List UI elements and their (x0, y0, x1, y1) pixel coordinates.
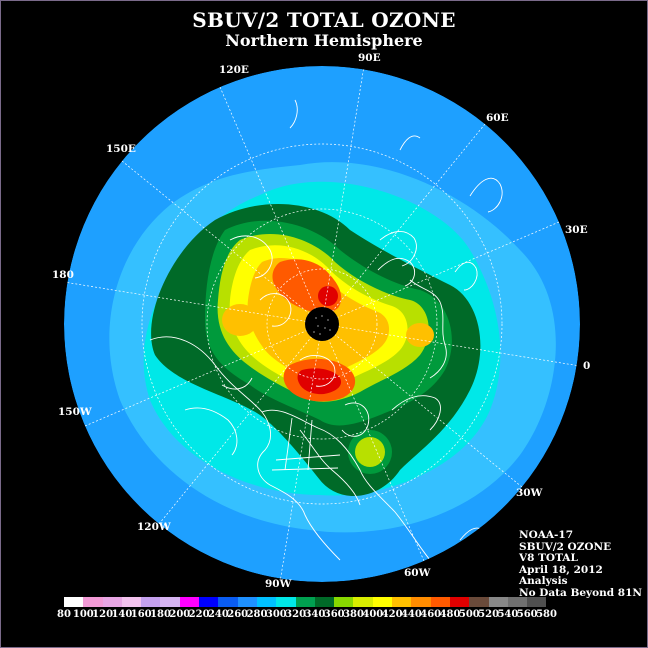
legend-swatch (449, 597, 470, 607)
color-legend (64, 597, 547, 607)
legend-tick-label: 380 (343, 609, 364, 620)
ozone-band-480 (297, 368, 342, 395)
legend-swatch (372, 597, 393, 607)
legend-swatch (411, 597, 431, 607)
legend-swatch (256, 597, 277, 607)
legend-tick-label: 180 (150, 609, 171, 620)
legend-swatch (83, 597, 103, 607)
legend-swatch (527, 597, 547, 607)
lon-label-120e: 120E (219, 64, 249, 76)
legend-swatch (218, 597, 238, 607)
legend-tick-label: 200 (169, 609, 191, 620)
legend-tick-label: 240 (207, 609, 229, 620)
legend-tick-label: 440 (400, 609, 422, 620)
graticule (64, 66, 580, 582)
legend-swatch (507, 597, 528, 607)
legend-swatch (141, 597, 161, 607)
map-title: SBUV/2 TOTAL OZONE (192, 8, 456, 32)
pole-stipple (313, 315, 331, 335)
coastlines (149, 99, 503, 561)
lon-label-60w: 60W (404, 567, 431, 579)
legend-tick-label: 160 (130, 609, 152, 620)
legend-ticks: 80 100 120 140 160 180 200 220 240 260 280 300 320 34… (56, 609, 596, 623)
lon-label-60e: 60E (486, 112, 509, 124)
lon-label-30e: 30E (565, 224, 588, 236)
map-subtitle: Northern Hemisphere (225, 31, 423, 50)
info-type: Analysis (519, 575, 568, 588)
lon-label-90e: 90E (358, 52, 381, 64)
legend-tick-label: 340 (304, 609, 326, 620)
lon-label-30w: 30W (516, 487, 543, 499)
legend-swatch (469, 597, 489, 607)
legend-swatch (392, 597, 412, 607)
legend-tick-label: 520 (478, 609, 500, 620)
legend-tick-label: 480 (439, 609, 461, 620)
legend-tick-label: 120 (92, 609, 114, 620)
legend-swatch (199, 597, 219, 607)
legend-swatch (102, 597, 122, 607)
legend-swatch (353, 597, 373, 607)
legend-tick-label: 400 (362, 609, 384, 620)
lon-label-120w: 120W (137, 521, 171, 533)
legend-swatch (237, 597, 257, 607)
legend-tick-label: 420 (381, 609, 403, 620)
info-block: NOAA-17 SBUV/2 OZONE V8 TOTAL April 18, … (519, 529, 642, 600)
legend-tick-label: 540 (497, 609, 519, 620)
legend-swatch (64, 597, 84, 607)
legend-swatch (179, 597, 200, 607)
ozone-band-480-center (318, 286, 338, 306)
lon-label-180: 180 (52, 269, 74, 281)
legend-swatch (295, 597, 315, 607)
no-data-pole (305, 307, 339, 341)
legend-swatch (276, 597, 296, 607)
legend-swatch (314, 597, 335, 607)
info-version: V8 TOTAL (519, 552, 578, 565)
lon-label-90w: 90W (265, 578, 292, 590)
legend-tick-label: 80 (57, 609, 71, 620)
legend-tick-label: 220 (188, 609, 210, 620)
info-note: No Data Beyond 81N (519, 586, 642, 599)
legend-tick-label: 260 (227, 609, 249, 620)
legend-swatch (430, 597, 450, 607)
legend-tick-label: 140 (111, 609, 133, 620)
legend-tick-label: 280 (246, 609, 268, 620)
legend-swatch (488, 597, 508, 607)
legend-tick-label: 560 (516, 609, 538, 620)
ozone-cell-orange-west (222, 304, 258, 336)
ozone-cell-yellow-green (355, 437, 385, 467)
legend-tick-label: 580 (536, 609, 557, 620)
info-satellite: NOAA-17 (519, 529, 574, 541)
legend-swatch (334, 597, 354, 607)
legend-tick-label: 300 (265, 609, 287, 620)
info-instrument: SBUV/2 OZONE (519, 540, 612, 553)
ozone-cell-orange-east (406, 323, 434, 347)
legend-tick-label: 320 (285, 609, 307, 620)
legend-tick-label: 360 (323, 609, 345, 620)
legend-swatch (121, 597, 142, 607)
lon-label-0: 0 (583, 360, 590, 372)
legend-swatch (160, 597, 180, 607)
legend-tick-label: 100 (72, 609, 94, 620)
lon-label-150w: 150W (58, 406, 92, 418)
info-date: April 18, 2012 (519, 563, 603, 576)
legend-tick-label: 500 (458, 609, 480, 620)
lon-label-150e: 150E (106, 143, 136, 155)
legend-tick-label: 460 (420, 609, 442, 620)
